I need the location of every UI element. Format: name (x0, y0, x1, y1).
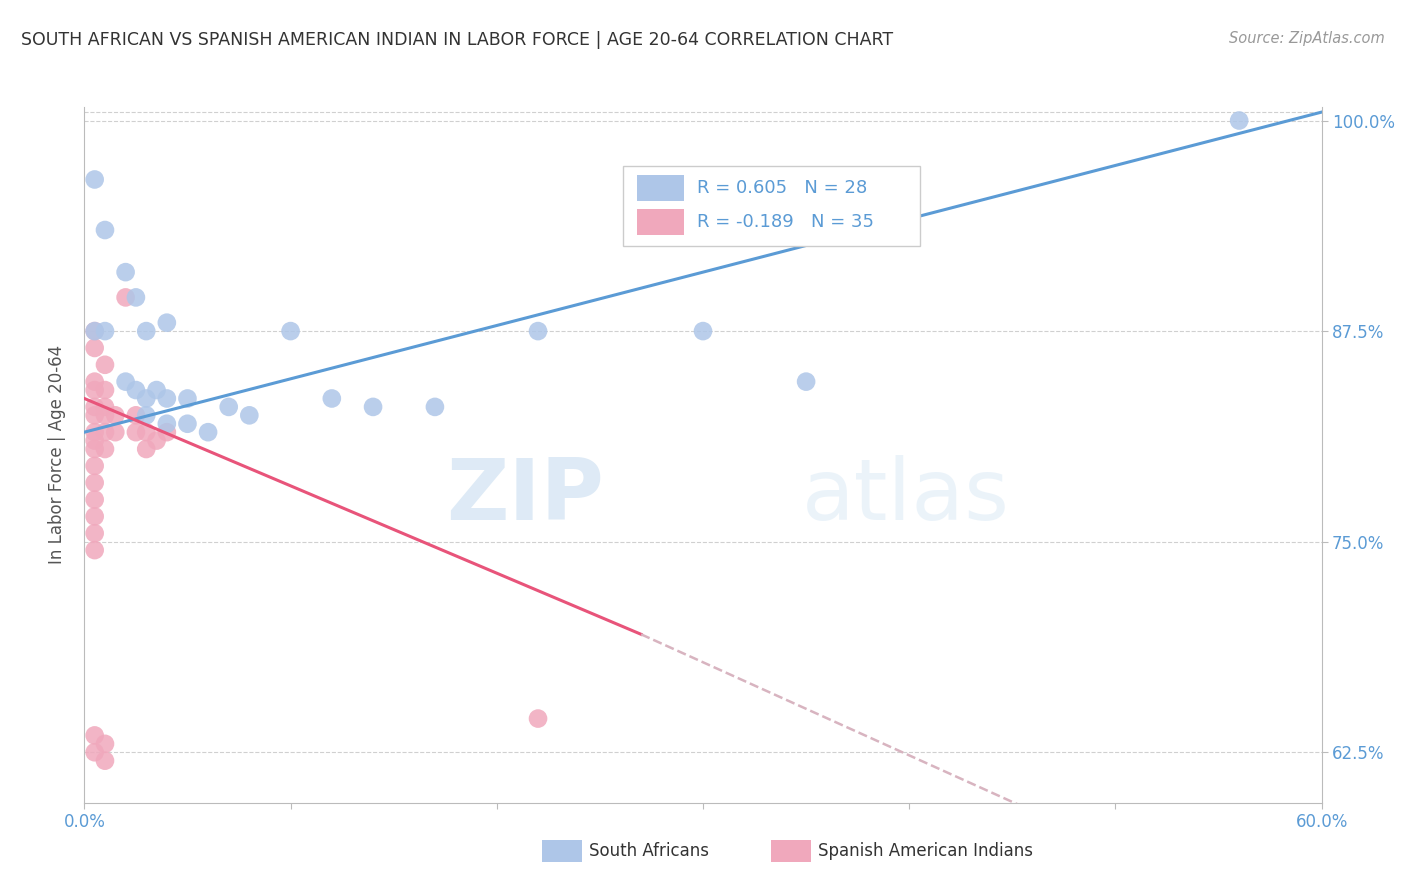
Point (83, 526, 105, 541)
Bar (637, 209, 685, 235)
Text: R = -0.189   N = 35: R = -0.189 N = 35 (697, 213, 873, 231)
Point (83, 324, 105, 338)
Y-axis label: In Labor Force | Age 20-64: In Labor Force | Age 20-64 (48, 345, 66, 565)
Point (156, 425, 179, 440)
Point (83, 543, 105, 558)
Point (1227, 113, 1250, 128)
Point (527, 324, 550, 338)
Point (83, 492, 105, 507)
Point (94, 754, 117, 768)
Point (83, 458, 105, 473)
Point (321, 392, 343, 406)
Point (83, 475, 105, 490)
Point (83, 745, 105, 759)
Text: atlas: atlas (801, 455, 1010, 538)
Point (83, 509, 105, 524)
Point (125, 409, 148, 423)
Point (176, 392, 198, 406)
Text: SOUTH AFRICAN VS SPANISH AMERICAN INDIAN IN LABOR FORCE | AGE 20-64 CORRELATION : SOUTH AFRICAN VS SPANISH AMERICAN INDIAN… (21, 31, 893, 49)
Bar (543, 839, 582, 862)
Point (94, 358, 117, 372)
Point (94, 383, 117, 397)
Point (156, 392, 179, 406)
Point (83, 324, 105, 338)
Point (145, 383, 167, 397)
Point (104, 409, 127, 423)
Point (83, 400, 105, 414)
Point (125, 425, 148, 440)
Point (156, 417, 179, 431)
Point (794, 375, 817, 389)
FancyBboxPatch shape (623, 166, 920, 246)
Point (83, 728, 105, 742)
Bar (637, 175, 685, 201)
Point (527, 712, 550, 726)
Bar (770, 839, 811, 862)
Point (135, 392, 157, 406)
Point (114, 375, 136, 389)
Point (94, 324, 117, 338)
Point (94, 737, 117, 751)
Point (176, 417, 198, 431)
Point (94, 400, 117, 414)
Point (83, 434, 105, 448)
Point (135, 442, 157, 456)
Text: South Africans: South Africans (589, 842, 709, 860)
Point (125, 383, 148, 397)
Text: Source: ZipAtlas.com: Source: ZipAtlas.com (1229, 31, 1385, 46)
Text: Spanish American Indians: Spanish American Indians (818, 842, 1033, 860)
Point (94, 223, 117, 237)
Point (218, 400, 240, 414)
Point (423, 400, 446, 414)
Point (114, 265, 136, 279)
Point (361, 400, 384, 414)
Point (238, 409, 260, 423)
Point (135, 324, 157, 338)
Point (83, 172, 105, 186)
Point (156, 316, 179, 330)
Text: ZIP: ZIP (446, 455, 605, 538)
Point (197, 425, 219, 440)
Point (83, 383, 105, 397)
Point (94, 425, 117, 440)
Point (125, 290, 148, 304)
Point (83, 409, 105, 423)
Point (83, 442, 105, 456)
Point (135, 409, 157, 423)
Point (145, 434, 167, 448)
Point (83, 375, 105, 389)
Point (280, 324, 302, 338)
Point (83, 341, 105, 355)
Point (104, 425, 127, 440)
Point (94, 409, 117, 423)
Text: R = 0.605   N = 28: R = 0.605 N = 28 (697, 178, 868, 197)
Point (83, 425, 105, 440)
Point (135, 425, 157, 440)
Point (692, 324, 714, 338)
Point (94, 442, 117, 456)
Point (114, 290, 136, 304)
